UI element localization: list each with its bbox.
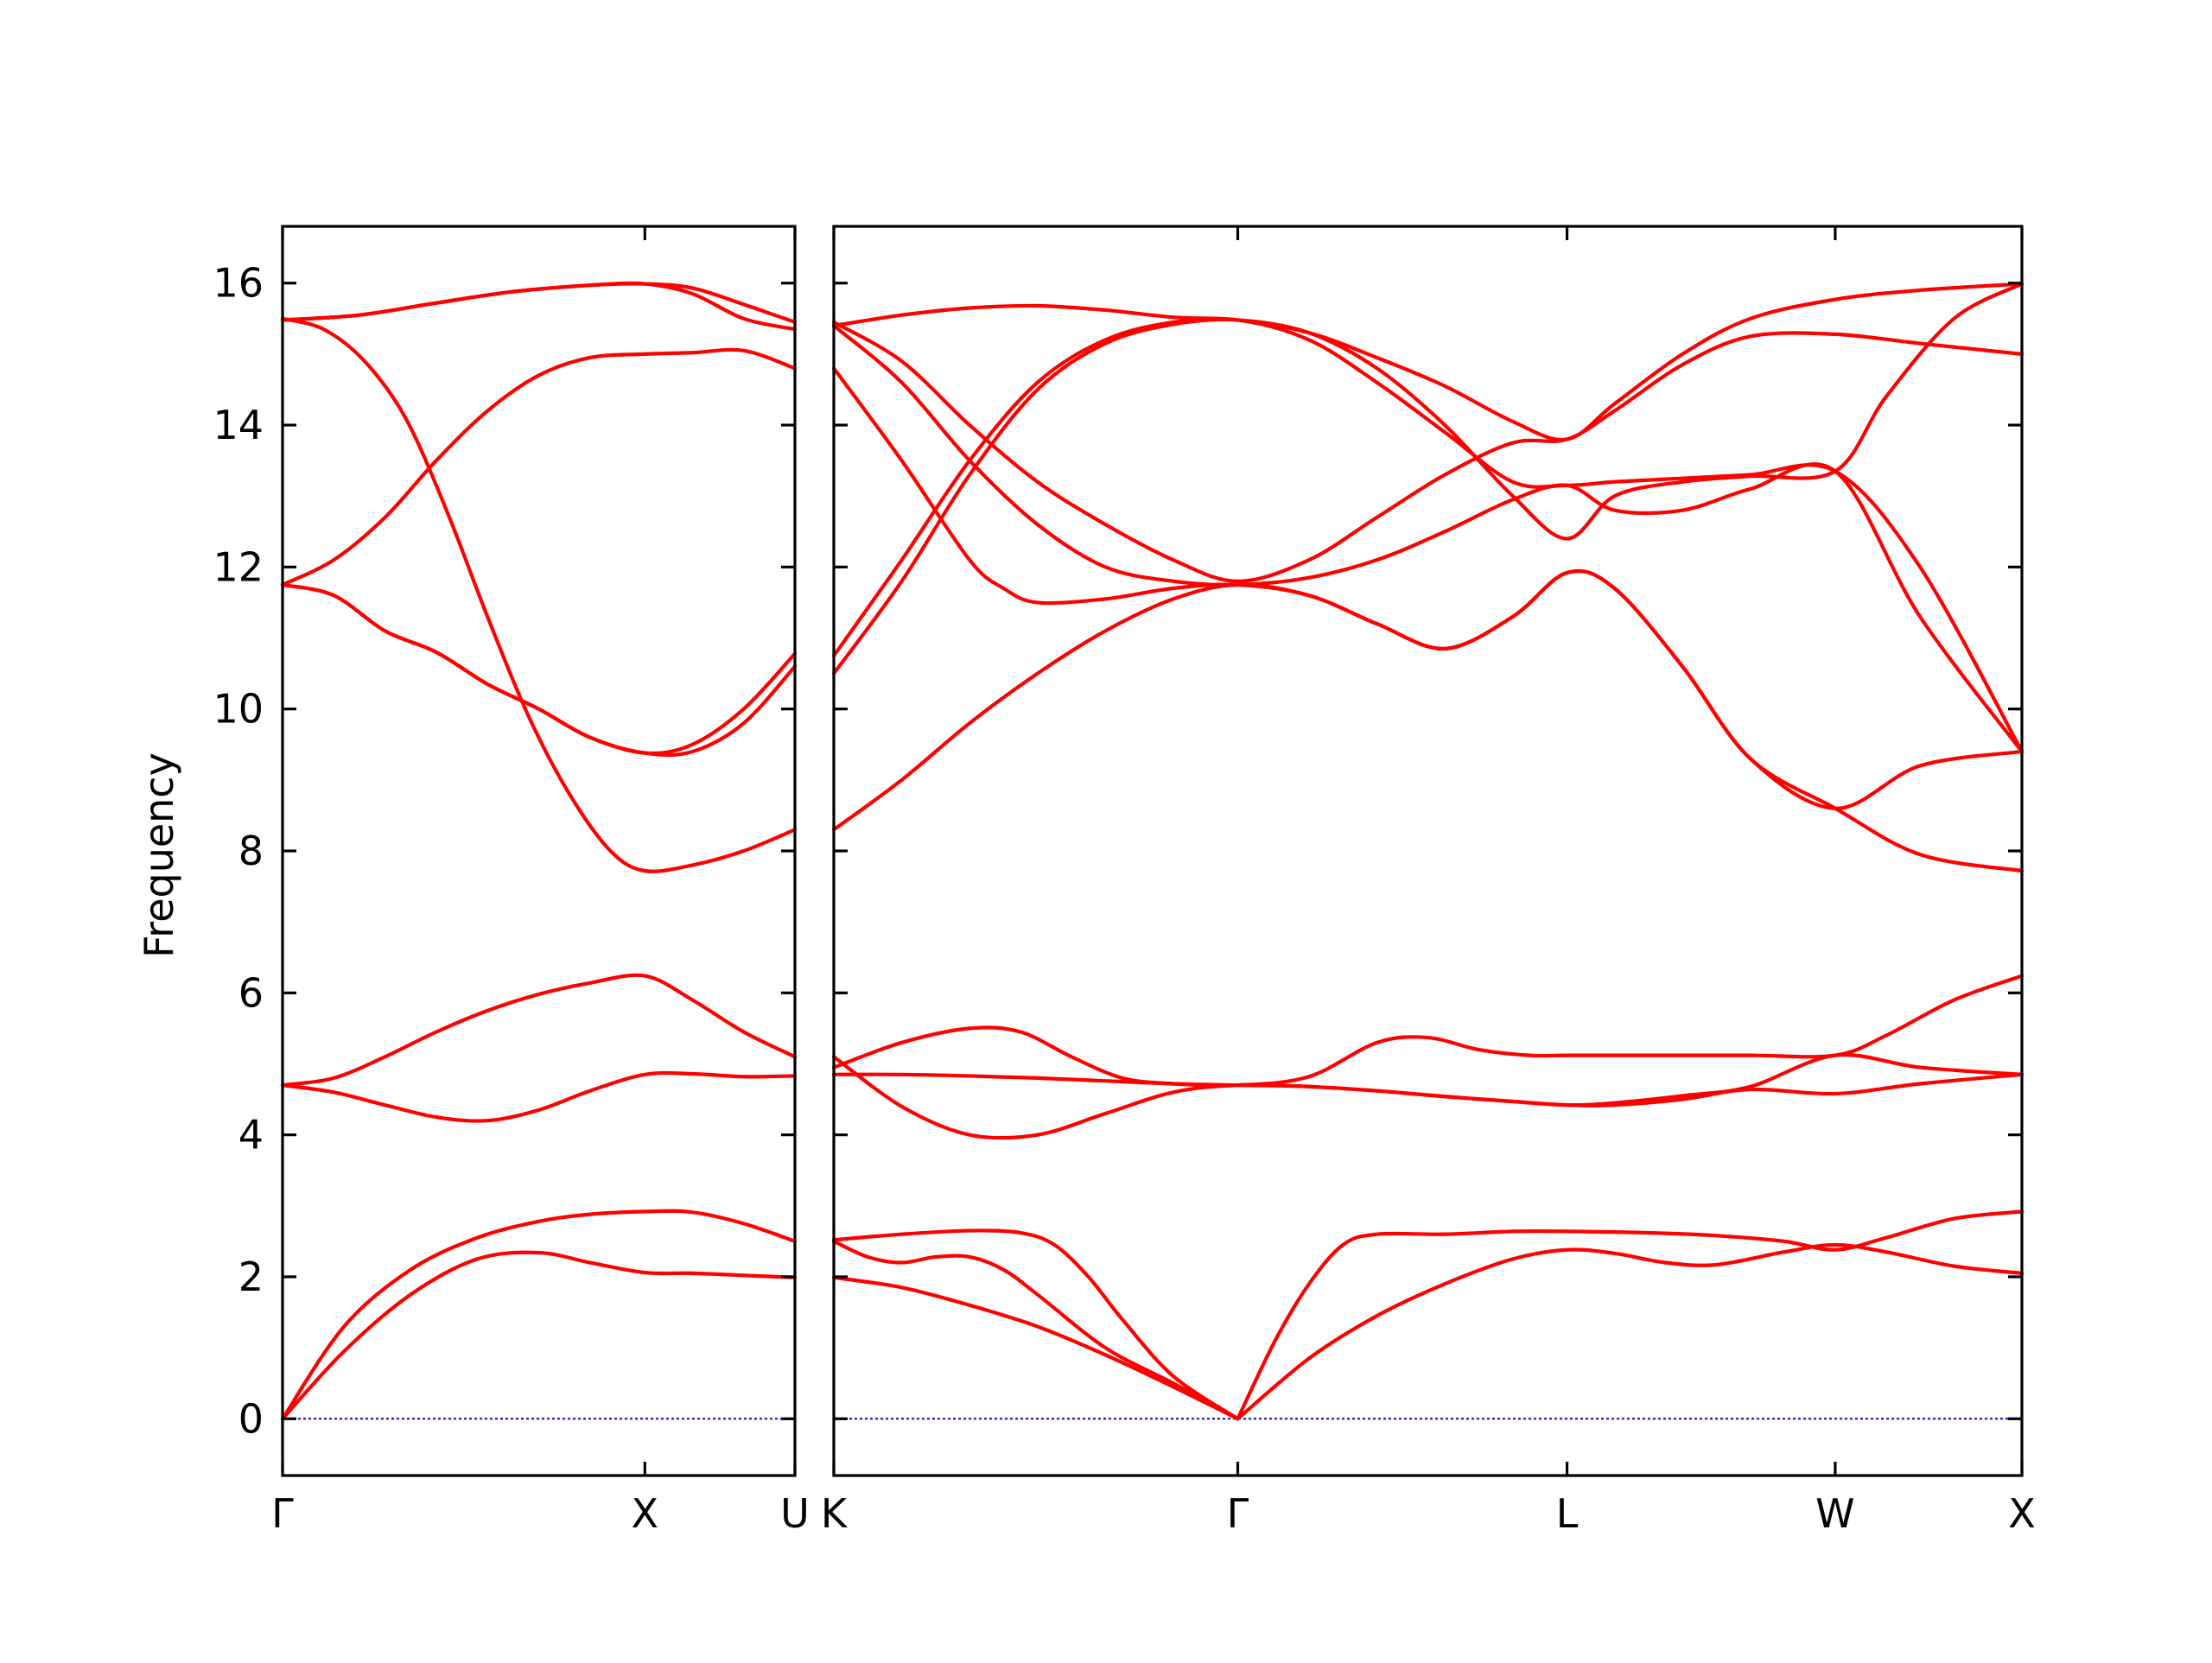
band-left-5 xyxy=(280,316,798,873)
qpoint-label: U xyxy=(780,1490,810,1537)
band-right-6 xyxy=(831,1072,2024,1108)
band-left-4 xyxy=(280,973,798,1088)
band-left-8 xyxy=(280,347,798,587)
qpoint-label: X xyxy=(2008,1490,2036,1537)
band-right-5 xyxy=(1236,1209,2024,1421)
y-tick-label: 12 xyxy=(213,543,264,590)
qpoint-label: L xyxy=(1556,1490,1579,1537)
band-right-15 xyxy=(831,282,2024,442)
panel-left: 0 2 4 6 8 10 12 14 16 Γ X U xyxy=(213,225,810,1537)
band-right-8 xyxy=(831,974,2024,1088)
band-right-3 xyxy=(831,1228,1240,1421)
band-left-2 xyxy=(280,1209,798,1421)
panel-frame xyxy=(281,225,797,1477)
band-right-9 xyxy=(831,568,2024,873)
y-tick-label: 4 xyxy=(238,1112,264,1158)
y-tick-label: 10 xyxy=(213,686,264,733)
panel-frame xyxy=(832,225,2024,1477)
y-tick-label: 8 xyxy=(238,828,264,874)
band-left-1 xyxy=(280,1250,798,1421)
qpoint-label: W xyxy=(1815,1490,1854,1537)
band-right-14 xyxy=(831,320,2024,583)
y-axis-label: Frequency xyxy=(136,752,182,958)
band-right-1 xyxy=(831,1275,1240,1421)
qpoint-label: Γ xyxy=(271,1490,294,1537)
band-right-11 xyxy=(831,323,2024,754)
band-right-4 xyxy=(1236,1242,2024,1421)
y-tick-label: 6 xyxy=(238,969,264,1016)
qpoint-label: Γ xyxy=(1227,1490,1249,1537)
band-right-10 xyxy=(831,366,2024,810)
band-left-3 xyxy=(280,1070,798,1123)
band-left-10 xyxy=(280,281,798,332)
band-left-7 xyxy=(280,582,798,756)
band-right-13 xyxy=(831,316,2024,754)
y-tick-label: 2 xyxy=(238,1254,264,1300)
y-tick-label: 14 xyxy=(213,402,264,448)
y-tick-label: 16 xyxy=(213,260,264,307)
band-right-2 xyxy=(831,1239,1240,1421)
band-right-7 xyxy=(831,1052,2024,1140)
y-tick-label: 0 xyxy=(238,1395,264,1442)
qpoint-label: K xyxy=(821,1490,849,1537)
qpoint-label: X xyxy=(632,1490,659,1537)
